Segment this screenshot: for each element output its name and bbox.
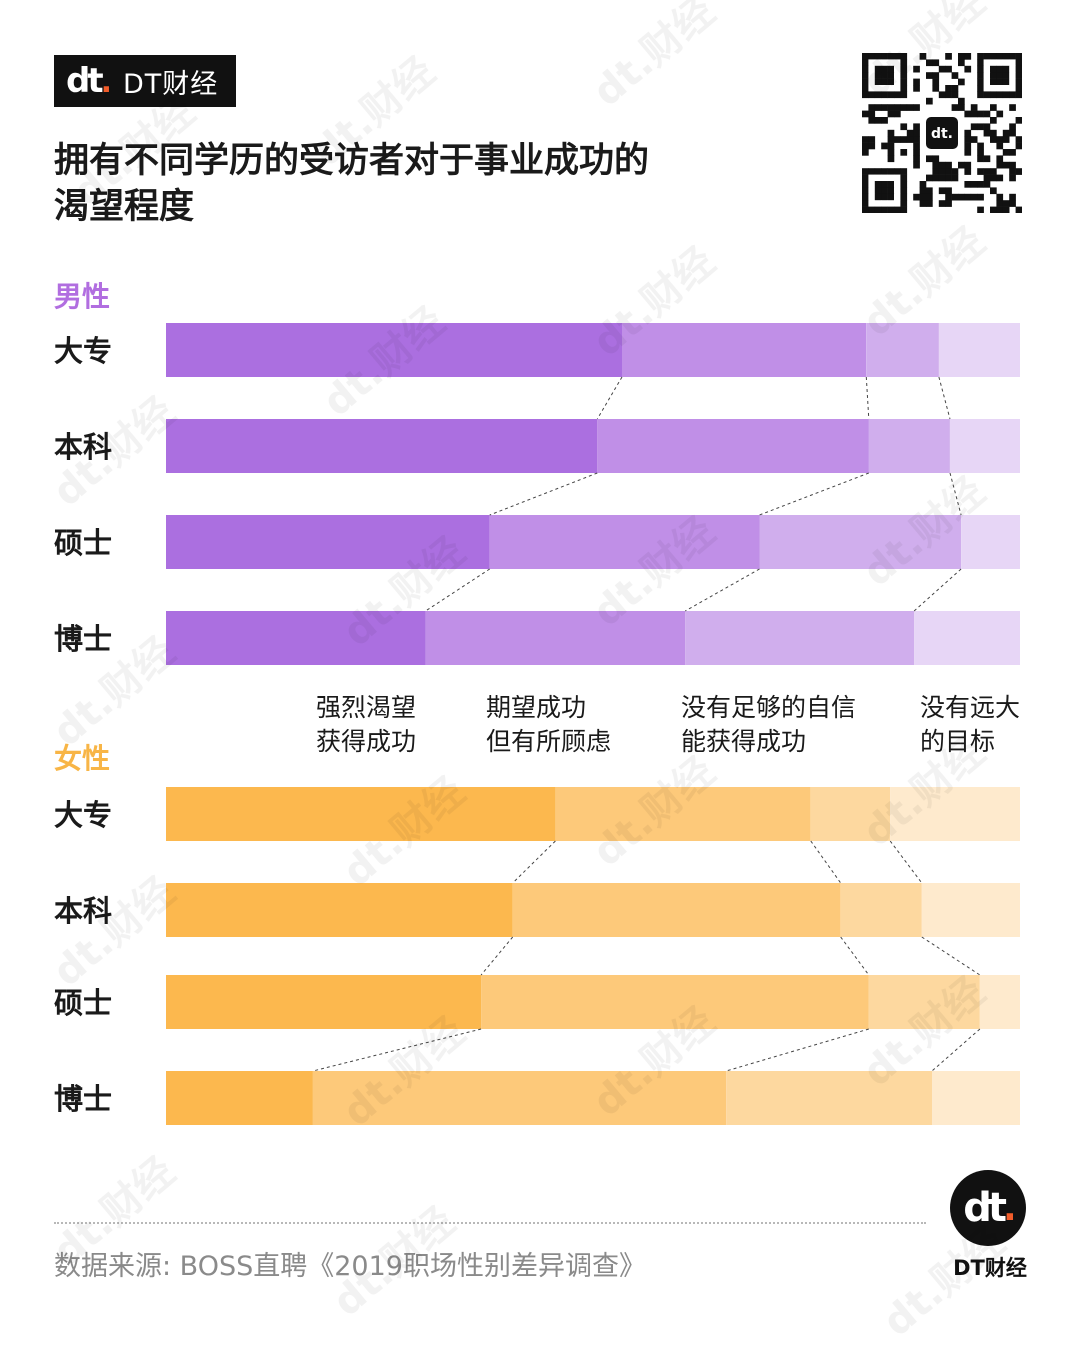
connector-line [938,376,951,420]
bar-segment [938,323,1020,377]
bar-segment [425,611,686,665]
panel-label: 男性 [54,280,110,313]
connector-line [512,840,556,884]
bar-segment [166,787,556,841]
bar-segment [866,323,939,377]
legend-label: 获得成功 [316,727,416,756]
brand-badge: dt. DT财经 [54,55,236,107]
connector-line [425,568,490,612]
bar-segment [890,787,1020,841]
connector-line [489,472,598,516]
legend-label: 没有足够的自信 [681,693,856,722]
category-label: 本科 [54,894,112,928]
connector-line [921,936,981,976]
legend-label: 能获得成功 [681,727,806,756]
legend-label: 期望成功 [486,693,586,722]
connector-line [480,936,514,976]
bar-segment [166,515,490,569]
connector-line [810,840,842,884]
category-label: 硕士 [54,986,112,1020]
brand-name: DT财经 [123,68,219,100]
bar-segment [166,883,513,937]
category-label: 大专 [54,334,112,368]
bar-segment [810,787,891,841]
stacked-bar-chart: 男性大专本科硕士博士女性大专本科硕士博士强烈渴望获得成功期望成功但有所顾虑没有足… [54,280,1020,1125]
connector-line [759,472,869,516]
legend-label: 没有远大 [920,693,1020,722]
bar-segment [481,975,869,1029]
bar-segment [759,515,961,569]
footer-logo-icon: dt. [950,1170,1026,1246]
bar-segment [726,1071,932,1125]
legend-label: 的目标 [920,727,995,756]
category-label: 博士 [54,1082,112,1116]
bar-segment [914,611,1020,665]
legend-label: 强烈渴望 [316,693,416,722]
bar-segment [166,1071,313,1125]
dt-logo-icon: dt. [66,61,112,101]
bar-segment [166,419,598,473]
footer-divider [54,1222,926,1224]
bar-segment [166,975,482,1029]
bar-segment [622,323,867,377]
bar-segment [597,419,869,473]
bar-segment [868,975,980,1029]
chart-title: 拥有不同学历的受访者对于事业成功的 渴望程度 [54,141,650,227]
connector-line [949,472,962,516]
bar-segment [512,883,841,937]
bar-segment [979,975,1020,1029]
connector-line [840,936,870,976]
bar-segment [950,419,1020,473]
svg-text:dt.: dt. [931,126,953,142]
bar-segment [961,515,1020,569]
category-label: 博士 [54,622,112,656]
connector-line [312,1028,482,1072]
legend-label: 但有所顾虑 [486,727,611,756]
bar-segment [932,1071,1020,1125]
bar-segment [921,883,1020,937]
data-source: 数据来源: BOSS直聘《2019职场性别差异调查》 [54,1251,646,1282]
category-label: 大专 [54,798,112,832]
bar-segment [166,323,622,377]
connector-line [865,376,870,420]
bar-segment [489,515,760,569]
bar-segment [555,787,811,841]
connector-line [684,568,760,612]
category-label: 本科 [54,430,112,464]
bar-segment [840,883,922,937]
connector-line [596,376,623,420]
bar-segment [868,419,950,473]
category-label: 硕士 [54,526,112,560]
bar-segment [685,611,915,665]
bar-segment [166,611,426,665]
connector-line [913,568,962,612]
bar-segment [312,1071,727,1125]
qr-code-icon[interactable]: dt. [862,53,1022,213]
connector-line [726,1028,869,1072]
connector-line [889,840,923,884]
panel-label: 女性 [54,742,110,775]
footer-brand-name: DT财经 [953,1256,1027,1280]
connector-line [931,1028,981,1072]
